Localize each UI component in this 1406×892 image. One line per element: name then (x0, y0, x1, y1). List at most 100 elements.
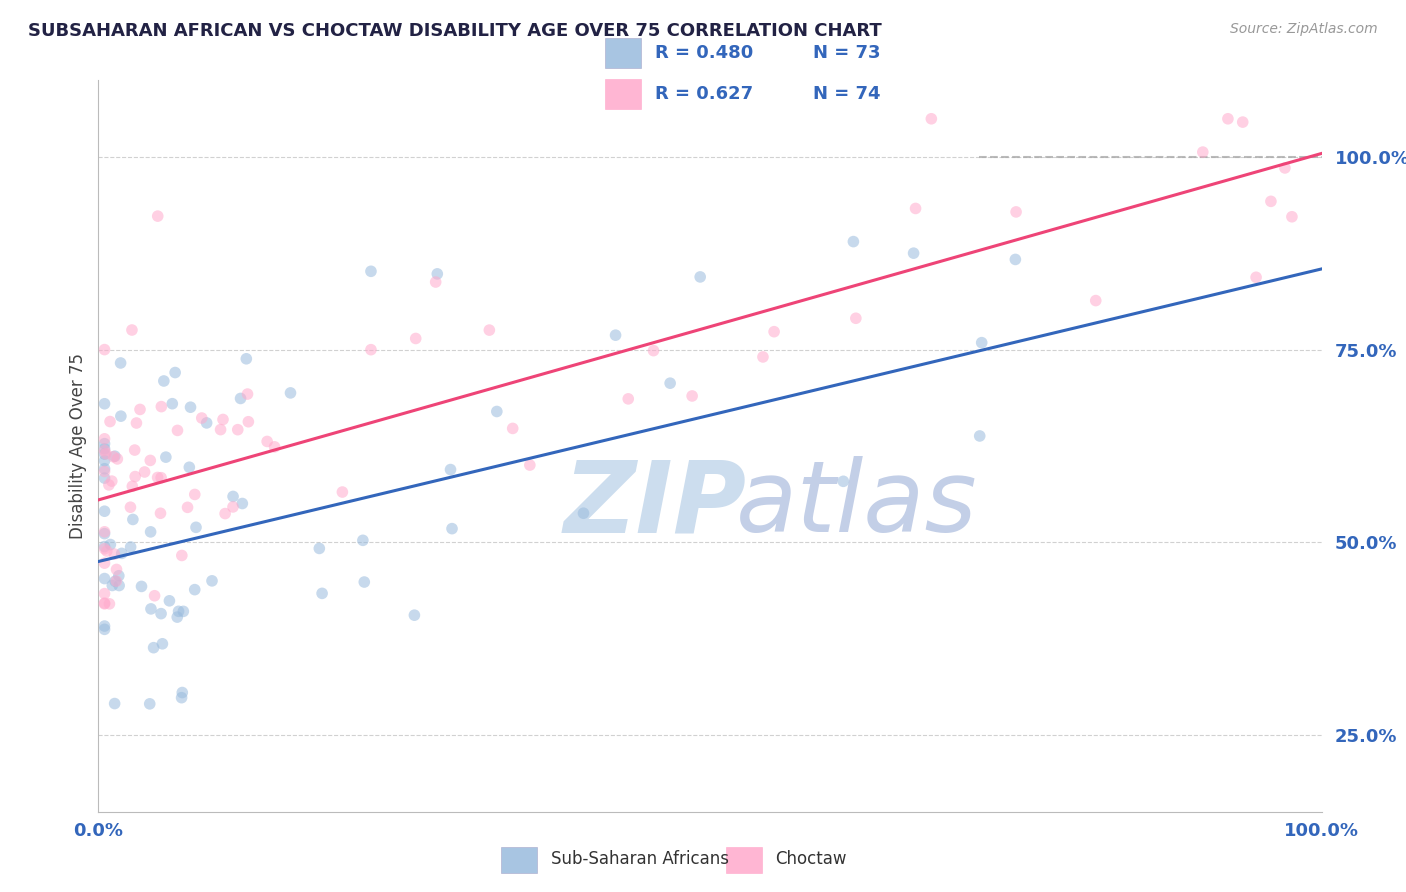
Point (440, 522, 463, 536)
Point (139, 453, 162, 467)
Point (162, 397, 184, 411)
Point (1281, 210, 1303, 224)
Text: Sub-Saharan Africans: Sub-Saharan Africans (551, 849, 728, 868)
Point (752, 350, 775, 364)
Point (222, 500, 245, 514)
Point (93, 597, 115, 611)
Point (150, 607, 173, 621)
Point (103, 450, 125, 464)
Point (222, 490, 245, 504)
Point (172, 604, 194, 618)
Point (1004, 252, 1026, 267)
Point (226, 423, 249, 437)
Point (1084, 293, 1107, 308)
Point (689, 269, 711, 284)
Text: N = 73: N = 73 (813, 44, 880, 62)
Point (139, 524, 162, 539)
Point (96, 544, 118, 558)
Point (97, 478, 120, 492)
Point (101, 474, 124, 488)
Point (93, 465, 115, 479)
Point (93, 541, 115, 556)
Point (93, 556, 115, 570)
Point (832, 475, 855, 489)
Point (121, 479, 143, 493)
Point (763, 325, 786, 339)
Point (201, 574, 224, 588)
Point (236, 387, 259, 401)
Text: R = 0.627: R = 0.627 (655, 86, 754, 103)
FancyBboxPatch shape (605, 38, 641, 68)
Point (155, 450, 177, 464)
Point (93, 443, 115, 458)
Point (172, 685, 194, 699)
Point (360, 264, 382, 278)
Point (681, 389, 703, 403)
Point (93, 504, 115, 518)
Point (617, 392, 640, 406)
Point (519, 458, 541, 472)
Point (502, 421, 524, 435)
Point (146, 209, 169, 223)
Point (110, 409, 132, 424)
Point (149, 506, 172, 520)
Point (124, 469, 146, 483)
Point (94, 447, 117, 461)
Text: ZIP: ZIP (564, 456, 747, 553)
Text: SUBSAHARAN AFRICAN VS CHOCTAW DISABILITY AGE OVER 75 CORRELATION CHART: SUBSAHARAN AFRICAN VS CHOCTAW DISABILITY… (28, 22, 882, 40)
Point (1244, 270, 1267, 285)
Point (105, 562, 128, 576)
Point (93, 447, 115, 461)
Point (93, 442, 115, 456)
Point (143, 589, 166, 603)
Point (146, 470, 169, 484)
Point (93, 524, 115, 539)
Point (195, 416, 218, 430)
Text: atlas: atlas (735, 456, 977, 553)
Point (332, 485, 354, 500)
Point (659, 376, 682, 391)
Point (353, 575, 375, 590)
Point (157, 594, 180, 608)
Point (120, 540, 142, 554)
Point (191, 411, 214, 425)
Point (93, 471, 115, 485)
Point (93, 526, 115, 541)
Point (108, 578, 131, 592)
Point (153, 374, 176, 388)
Point (643, 343, 665, 358)
Point (93, 436, 115, 450)
Point (105, 574, 128, 589)
Point (256, 434, 278, 449)
Text: R = 0.480: R = 0.480 (655, 44, 754, 62)
Point (110, 356, 132, 370)
Text: Choctaw: Choctaw (776, 849, 846, 868)
Point (214, 507, 236, 521)
Point (166, 424, 188, 438)
Point (111, 546, 134, 560)
Point (105, 451, 128, 466)
Point (425, 275, 447, 289)
Point (235, 351, 257, 366)
Point (152, 637, 174, 651)
Point (842, 235, 865, 249)
Point (165, 366, 187, 380)
FancyBboxPatch shape (605, 79, 641, 109)
FancyBboxPatch shape (725, 847, 762, 872)
Point (1260, 194, 1282, 209)
Point (104, 449, 127, 463)
Point (93, 619, 115, 633)
Point (98, 415, 121, 429)
Point (485, 404, 508, 418)
Point (142, 640, 165, 655)
Point (104, 574, 127, 589)
Point (1005, 205, 1028, 219)
Point (93, 587, 115, 601)
Point (104, 697, 127, 711)
Point (209, 423, 232, 437)
Point (150, 471, 173, 485)
Y-axis label: Disability Age Over 75: Disability Age Over 75 (69, 353, 87, 539)
Point (970, 335, 993, 350)
Point (405, 331, 427, 345)
Point (103, 547, 125, 561)
